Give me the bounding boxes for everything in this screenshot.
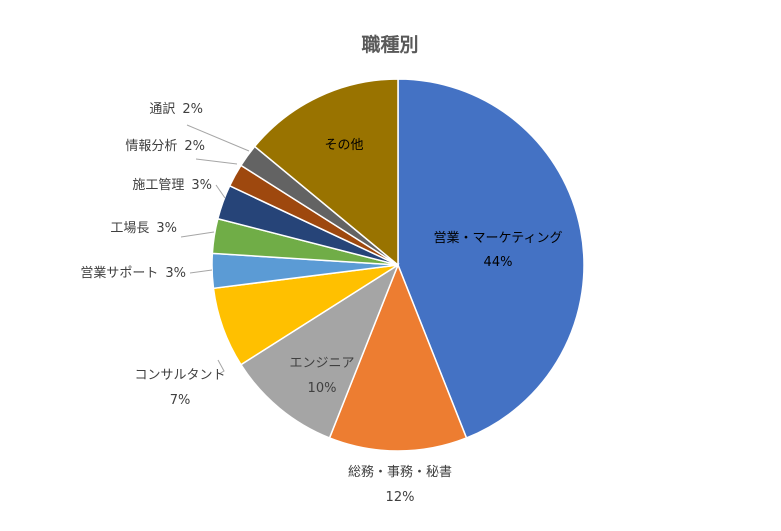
slice-8-value-label: 2% (184, 139, 205, 154)
slice-6-value-label: 3% (156, 221, 177, 236)
slice-6-leader-line (180, 231, 215, 238)
chart-title: 職種別 (361, 33, 418, 56)
slice-2-value-label: 12% (386, 490, 415, 505)
slice-6-category-label: 工場長 (110, 221, 149, 236)
slice-7-category-label: 施工管理 (132, 178, 184, 193)
slice-3 (239, 263, 400, 439)
slice-6-label: 工場長 3% (110, 221, 177, 236)
slice-8-label: 情報分析 2% (125, 139, 205, 154)
slice-4-leader-line (217, 359, 225, 375)
slice-10 (253, 78, 399, 267)
slice-3-category-label: エンジニア (289, 356, 354, 371)
slice-4-category-label: コンサルタント (134, 368, 225, 383)
slice-7-leader-line (215, 184, 226, 199)
slice-5-category-label: 営業サポート (80, 265, 158, 281)
slice-5-value-label: 3% (165, 266, 186, 281)
slice-3-value-label: 10% (308, 381, 337, 396)
slice-1-value-label: 44% (484, 255, 513, 270)
slice-2 (328, 262, 468, 452)
slice-7-label: 施工管理 3% (132, 178, 212, 193)
slice-7-value-label: 3% (191, 178, 212, 193)
pie-slices (211, 78, 585, 452)
data-labels: 営業・マーケティング 44% 総務・事務・秘書 12% エンジニア 10% コンサルタント 7… (80, 102, 562, 505)
leader-lines (180, 124, 250, 375)
slice-1 (397, 78, 585, 439)
slice-5-label: 営業サポート 3% (80, 265, 186, 281)
slice-9-value-label: 2% (182, 102, 203, 117)
slice-1-category-label: 営業・マーケティング (434, 230, 563, 246)
slice-8-leader-line (195, 158, 238, 165)
slice-5-leader-line (189, 269, 213, 274)
slice-9-category-label: 通訳 (149, 102, 175, 117)
slice-8-category-label: 情報分析 (125, 139, 177, 154)
slice-9-leader-line (186, 124, 250, 152)
slice-4-value-label: 7% (170, 393, 191, 408)
slice-9-label: 通訳 2% (149, 102, 203, 117)
slice-2-category-label: 総務・事務・秘書 (348, 465, 452, 480)
slice-10-category-label: その他 (324, 138, 363, 153)
